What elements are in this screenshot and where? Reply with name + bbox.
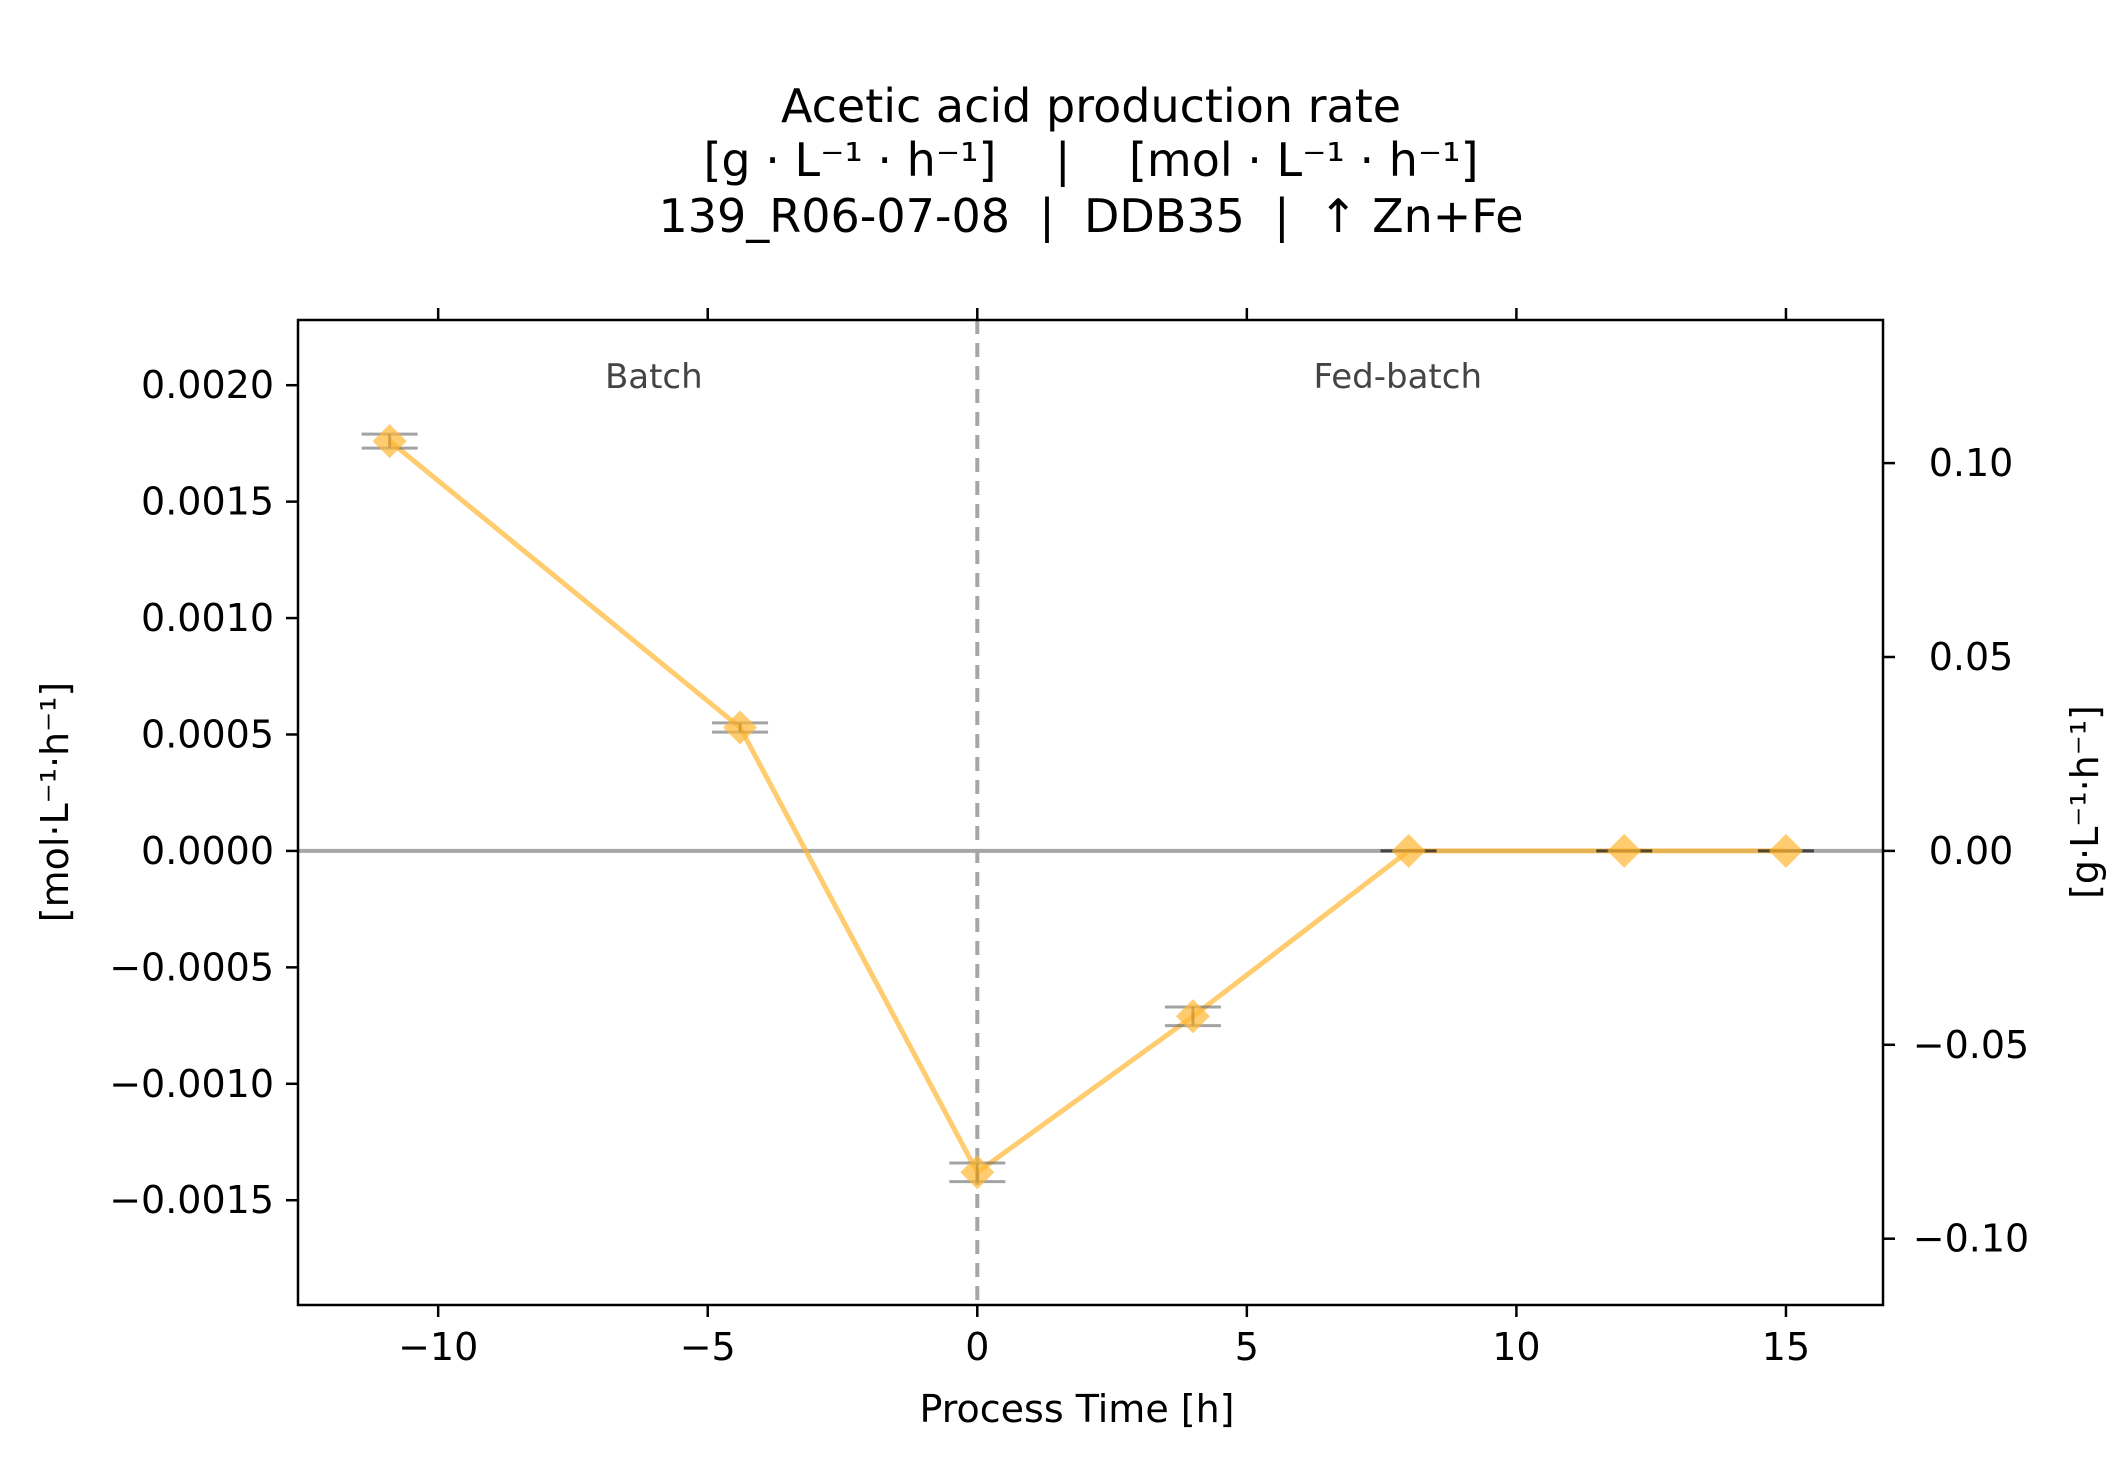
plot-area: Batch Fed-batch xyxy=(296,318,1885,1307)
y-left-tick-label-3: 0.0005 xyxy=(141,712,274,756)
data-point-4 xyxy=(1391,833,1426,868)
axis-ticks: −10 −5 0 5 10 150.00200.00150.00100.00050.000… xyxy=(109,308,2029,1369)
y-left-tick-label-2: 0.0010 xyxy=(141,596,274,640)
data-point-2 xyxy=(960,1155,995,1190)
y-left-tick-label-6: −0.0010 xyxy=(109,1062,274,1106)
x-axis-label: Process Time [h] xyxy=(919,1387,1234,1431)
y-left-tick-label-1: 0.0015 xyxy=(141,480,274,524)
x-tick-label-5: 15 xyxy=(1762,1325,1810,1369)
title-line-1: Acetic acid production rate xyxy=(781,79,1401,133)
plot-frame xyxy=(296,318,1885,1307)
y-left-tick-label-4: 0.0000 xyxy=(141,829,274,873)
data-point-3 xyxy=(1175,999,1210,1034)
y-left-tick-label-7: −0.0015 xyxy=(109,1178,274,1222)
y-right-tick-label-0: 0.10 xyxy=(1929,441,2014,485)
data-point-5 xyxy=(1607,833,1642,868)
y-axis-label-left: [mol·L⁻¹·h⁻¹] xyxy=(33,682,77,922)
y-right-tick-label-4: −0.10 xyxy=(1913,1217,2029,1261)
data-point-6 xyxy=(1768,833,1803,868)
y-right-tick-label-2: 0.00 xyxy=(1929,829,2014,873)
phase-label-1: Fed-batch xyxy=(1314,357,1482,397)
x-tick-label-4: 10 xyxy=(1492,1325,1540,1369)
y-right-tick-label-1: 0.05 xyxy=(1929,635,2014,679)
data-point-0 xyxy=(372,424,407,459)
title-line-3: 139_R06-07-08 | DDB35 | ↑ Zn+Fe xyxy=(658,189,1523,244)
x-tick-label-0: −10 xyxy=(398,1325,478,1369)
x-tick-label-1: −5 xyxy=(680,1325,736,1369)
y-left-tick-label-5: −0.0005 xyxy=(109,945,274,989)
phase-label-0: Batch xyxy=(605,357,703,397)
x-tick-label-2: 0 xyxy=(965,1325,989,1369)
y-left-tick-label-0: 0.0020 xyxy=(141,363,274,407)
y-axis-label-right: [g·L⁻¹·h⁻¹] xyxy=(2063,705,2107,899)
series-line-0 xyxy=(388,439,1786,1175)
y-right-tick-label-3: −0.05 xyxy=(1913,1023,2029,1067)
chart-title: Acetic acid production rate [g · L⁻¹ · h… xyxy=(658,79,1523,244)
title-line-2: [g · L⁻¹ · h⁻¹] | [mol · L⁻¹ · h⁻¹] xyxy=(703,133,1478,188)
plot-content xyxy=(298,320,1883,1305)
x-tick-label-3: 5 xyxy=(1235,1325,1259,1369)
data-point-1 xyxy=(723,710,758,745)
